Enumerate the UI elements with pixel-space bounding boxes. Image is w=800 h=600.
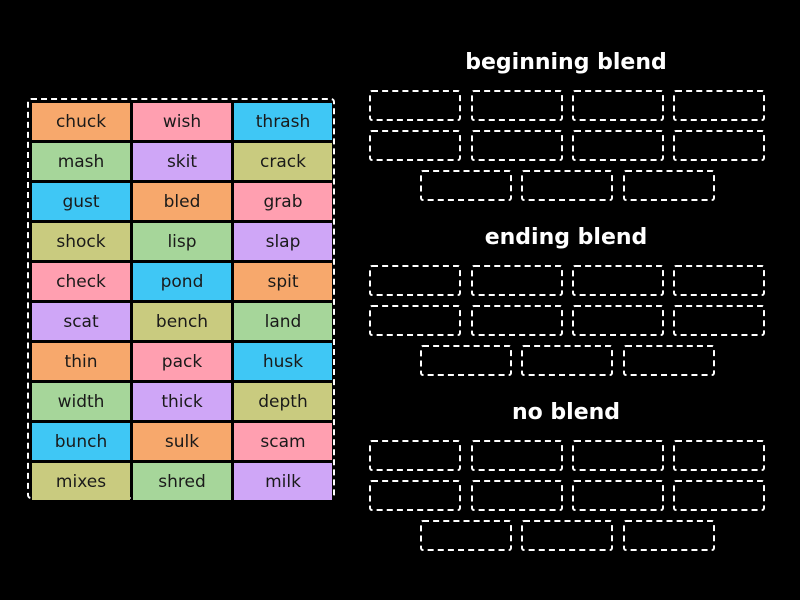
word-tile-shred[interactable]: shred — [133, 463, 231, 500]
word-tile-check[interactable]: check — [32, 263, 130, 300]
drop-slot[interactable] — [420, 520, 512, 551]
group-title-ending-blend: ending blend — [484, 225, 648, 250]
word-tile-crack[interactable]: crack — [234, 143, 332, 180]
drop-slot[interactable] — [471, 305, 563, 336]
group-title-beginning-blend: beginning blend — [465, 50, 667, 75]
drop-slot[interactable] — [673, 305, 765, 336]
drop-slot[interactable] — [369, 265, 461, 296]
word-tile-husk[interactable]: husk — [234, 343, 332, 380]
drop-slot[interactable] — [623, 520, 715, 551]
drop-slot[interactable] — [673, 440, 765, 471]
word-tile-thin[interactable]: thin — [32, 343, 130, 380]
drop-slot[interactable] — [369, 440, 461, 471]
drop-slot[interactable] — [521, 170, 613, 201]
drop-slot[interactable] — [673, 265, 765, 296]
word-tile-bench[interactable]: bench — [133, 303, 231, 340]
drop-slot[interactable] — [572, 440, 664, 471]
drop-slot[interactable] — [420, 345, 512, 376]
drop-slot[interactable] — [572, 265, 664, 296]
word-tile-scam[interactable]: scam — [234, 423, 332, 460]
word-tile-lisp[interactable]: lisp — [133, 223, 231, 260]
drop-slot[interactable] — [572, 130, 664, 161]
word-tile-depth[interactable]: depth — [234, 383, 332, 420]
word-bank: chuck wish thrash mash skit crack gust bled grab… — [27, 98, 335, 500]
drop-slot[interactable] — [673, 130, 765, 161]
word-tile-mixes[interactable]: mixes — [32, 463, 130, 500]
word-tile-gust[interactable]: gust — [32, 183, 130, 220]
drop-slot[interactable] — [471, 440, 563, 471]
drop-slot[interactable] — [572, 305, 664, 336]
word-tile-width[interactable]: width — [32, 383, 130, 420]
word-tile-pack[interactable]: pack — [133, 343, 231, 380]
word-tile-sulk[interactable]: sulk — [133, 423, 231, 460]
drop-slot[interactable] — [369, 130, 461, 161]
drop-slot[interactable] — [673, 480, 765, 511]
word-tile-wish[interactable]: wish — [133, 103, 231, 140]
drop-slot[interactable] — [623, 170, 715, 201]
word-tile-land[interactable]: land — [234, 303, 332, 340]
word-tile-mash[interactable]: mash — [32, 143, 130, 180]
drop-slot[interactable] — [673, 90, 765, 121]
drop-slot[interactable] — [471, 130, 563, 161]
drop-slot[interactable] — [471, 480, 563, 511]
word-tile-scat[interactable]: scat — [32, 303, 130, 340]
drop-slot[interactable] — [521, 345, 613, 376]
word-tile-milk[interactable]: milk — [234, 463, 332, 500]
drop-slot[interactable] — [572, 480, 664, 511]
word-tile-thick[interactable]: thick — [133, 383, 231, 420]
drop-slot[interactable] — [369, 90, 461, 121]
word-tile-bled[interactable]: bled — [133, 183, 231, 220]
drop-slot[interactable] — [471, 90, 563, 121]
word-tile-shock[interactable]: shock — [32, 223, 130, 260]
word-tile-chuck[interactable]: chuck — [32, 103, 130, 140]
word-tile-skit[interactable]: skit — [133, 143, 231, 180]
drop-slot[interactable] — [623, 345, 715, 376]
drop-slot[interactable] — [369, 480, 461, 511]
drop-slot[interactable] — [420, 170, 512, 201]
word-tile-pond[interactable]: pond — [133, 263, 231, 300]
group-title-no-blend: no blend — [511, 400, 621, 425]
word-tile-spit[interactable]: spit — [234, 263, 332, 300]
word-tile-slap[interactable]: slap — [234, 223, 332, 260]
word-tile-bunch[interactable]: bunch — [32, 423, 130, 460]
word-tile-thrash[interactable]: thrash — [234, 103, 332, 140]
word-tile-grab[interactable]: grab — [234, 183, 332, 220]
drop-slot[interactable] — [369, 305, 461, 336]
drop-slot[interactable] — [572, 90, 664, 121]
drop-slot[interactable] — [521, 520, 613, 551]
drop-slot[interactable] — [471, 265, 563, 296]
